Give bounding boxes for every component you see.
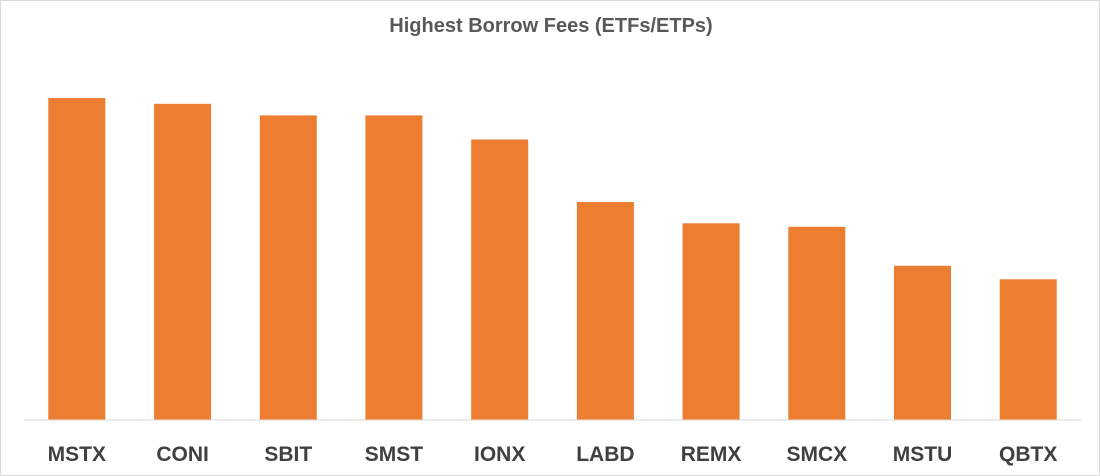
chart-title: Highest Borrow Fees (ETFs/ETPs) — [389, 15, 713, 37]
category-label-remx: REMX — [681, 443, 742, 466]
category-label-sbit: SBIT — [264, 443, 312, 466]
category-label-labd: LABD — [576, 443, 634, 466]
bar-coni — [154, 103, 212, 421]
bar-ionx — [471, 139, 529, 420]
bar-smst — [365, 115, 423, 421]
bar-mstx — [48, 98, 106, 420]
bar-smcx — [788, 226, 846, 420]
category-label-qbtx: QBTX — [999, 443, 1057, 466]
bar-qbtx — [999, 279, 1057, 420]
category-label-mstx: MSTX — [48, 443, 106, 466]
bars-group — [48, 98, 1057, 421]
category-label-coni: CONI — [156, 443, 209, 466]
category-label-smcx: SMCX — [786, 443, 847, 466]
category-label-mstu: MSTU — [893, 443, 953, 466]
bar-labd — [576, 202, 634, 420]
bar-sbit — [259, 115, 317, 421]
bar-mstu — [894, 265, 951, 420]
category-label-ionx: IONX — [474, 443, 525, 466]
category-labels: MSTX CONI SBIT SMST IONX LABD REMX SMCX MSTU QBTX — [48, 443, 1058, 466]
bar-remx — [682, 223, 740, 420]
category-label-smst: SMST — [365, 443, 424, 466]
